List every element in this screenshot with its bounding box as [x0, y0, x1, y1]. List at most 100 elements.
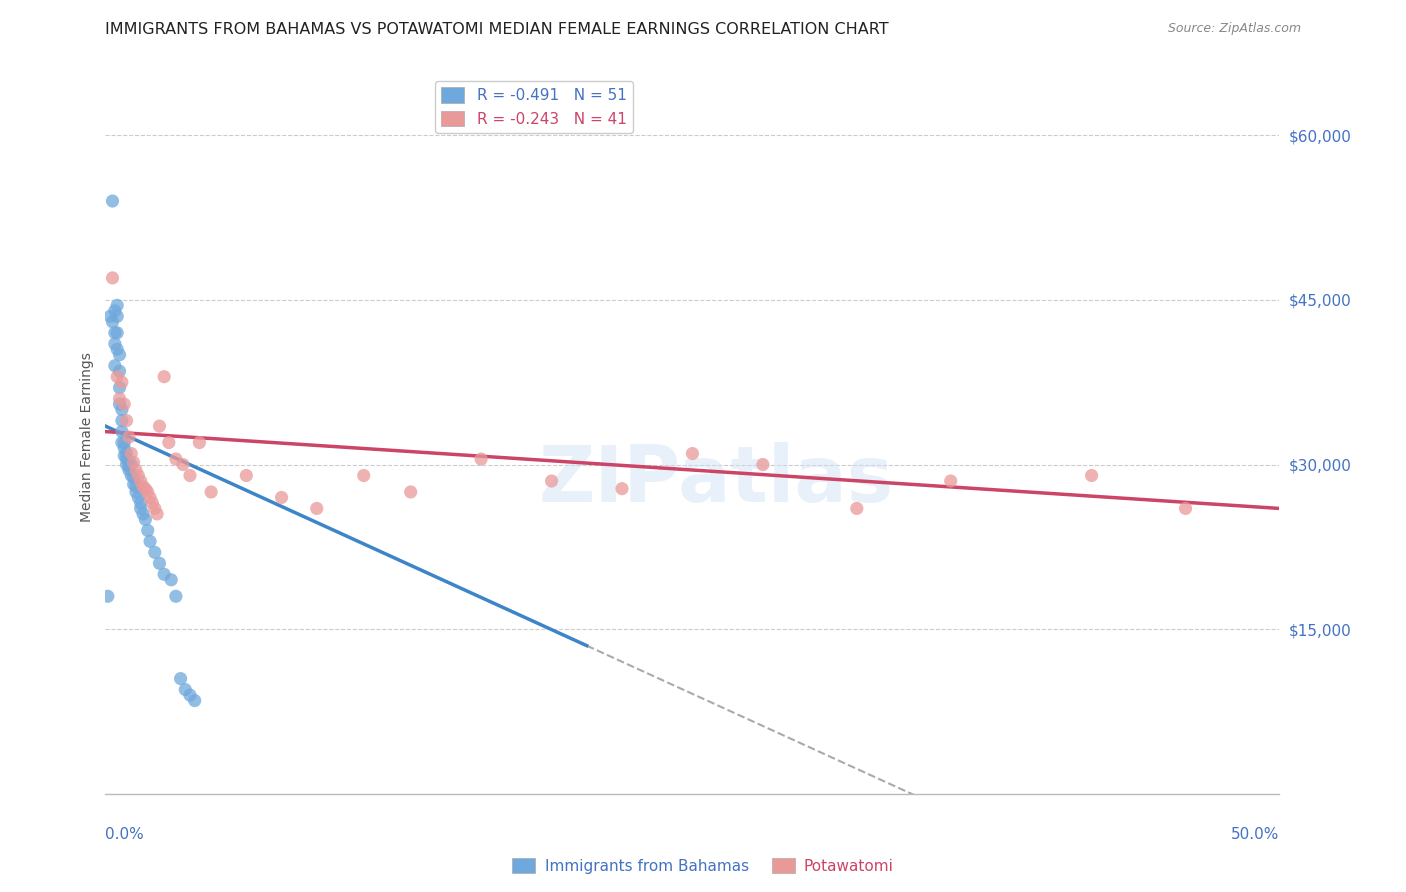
- Point: [139, 534, 162, 549]
- Point: [101, 271, 124, 285]
- Point: [111, 435, 134, 450]
- Point: [98, 310, 121, 324]
- Point: [183, 693, 205, 707]
- Point: [122, 471, 145, 485]
- Point: [125, 479, 148, 493]
- Point: [157, 435, 180, 450]
- Point: [105, 298, 128, 312]
- Legend: R = -0.491   N = 51, R = -0.243   N = 41: R = -0.491 N = 51, R = -0.243 N = 41: [436, 81, 633, 133]
- Point: [101, 315, 124, 329]
- Point: [153, 567, 176, 582]
- Point: [148, 419, 170, 434]
- Point: [115, 446, 138, 460]
- Point: [112, 449, 135, 463]
- Text: ZIPatlas: ZIPatlas: [538, 442, 893, 518]
- Point: [165, 452, 187, 467]
- Point: [111, 402, 134, 417]
- Point: [127, 468, 149, 483]
- Point: [105, 326, 128, 340]
- Point: [143, 501, 166, 516]
- Point: [160, 573, 183, 587]
- Point: [153, 369, 176, 384]
- Point: [111, 375, 134, 389]
- Point: [148, 557, 170, 571]
- Point: [125, 485, 148, 500]
- Point: [845, 501, 868, 516]
- Point: [104, 359, 127, 373]
- Point: [108, 397, 131, 411]
- Point: [118, 430, 141, 444]
- Point: [120, 446, 142, 460]
- Y-axis label: Median Female Earnings: Median Female Earnings: [80, 352, 94, 522]
- Point: [134, 512, 156, 526]
- Point: [97, 589, 120, 603]
- Point: [115, 458, 138, 472]
- Point: [127, 491, 149, 505]
- Text: IMMIGRANTS FROM BAHAMAS VS POTAWATOMI MEDIAN FEMALE EARNINGS CORRELATION CHART: IMMIGRANTS FROM BAHAMAS VS POTAWATOMI ME…: [105, 22, 889, 37]
- Point: [470, 452, 492, 467]
- Point: [112, 435, 135, 450]
- Point: [179, 688, 201, 702]
- Point: [139, 491, 162, 505]
- Point: [681, 446, 703, 460]
- Point: [105, 310, 128, 324]
- Point: [105, 369, 128, 384]
- Point: [270, 491, 292, 505]
- Point: [122, 455, 145, 469]
- Point: [305, 501, 328, 516]
- Point: [235, 468, 257, 483]
- Text: 50.0%: 50.0%: [1232, 827, 1279, 841]
- Point: [129, 496, 152, 510]
- Point: [125, 463, 148, 477]
- Point: [134, 482, 156, 496]
- Point: [165, 589, 187, 603]
- Point: [104, 336, 127, 351]
- Point: [108, 381, 131, 395]
- Point: [104, 303, 127, 318]
- Point: [174, 682, 197, 697]
- Text: Source: ZipAtlas.com: Source: ZipAtlas.com: [1167, 22, 1301, 36]
- Point: [146, 507, 169, 521]
- Point: [122, 477, 145, 491]
- Text: 0.0%: 0.0%: [105, 827, 145, 841]
- Point: [132, 479, 155, 493]
- Point: [118, 459, 141, 474]
- Point: [112, 441, 135, 455]
- Point: [540, 474, 562, 488]
- Point: [188, 435, 211, 450]
- Point: [179, 468, 201, 483]
- Point: [353, 468, 375, 483]
- Point: [105, 343, 128, 357]
- Point: [1080, 468, 1102, 483]
- Point: [115, 414, 138, 428]
- Point: [112, 397, 135, 411]
- Point: [169, 672, 191, 686]
- Point: [399, 485, 422, 500]
- Point: [115, 452, 138, 467]
- Legend: Immigrants from Bahamas, Potawatomi: Immigrants from Bahamas, Potawatomi: [506, 852, 900, 880]
- Point: [111, 414, 134, 428]
- Point: [1174, 501, 1197, 516]
- Point: [129, 474, 152, 488]
- Point: [752, 458, 775, 472]
- Point: [111, 425, 134, 439]
- Point: [172, 458, 194, 472]
- Point: [120, 468, 142, 483]
- Point: [136, 524, 159, 538]
- Point: [118, 455, 141, 469]
- Point: [136, 485, 159, 500]
- Point: [108, 348, 131, 362]
- Point: [101, 194, 124, 208]
- Point: [129, 501, 152, 516]
- Point: [104, 326, 127, 340]
- Point: [118, 463, 141, 477]
- Point: [200, 485, 222, 500]
- Point: [108, 364, 131, 378]
- Point: [132, 507, 155, 521]
- Point: [143, 545, 166, 559]
- Point: [939, 474, 962, 488]
- Point: [141, 496, 163, 510]
- Point: [120, 458, 142, 472]
- Point: [610, 482, 633, 496]
- Point: [108, 392, 131, 406]
